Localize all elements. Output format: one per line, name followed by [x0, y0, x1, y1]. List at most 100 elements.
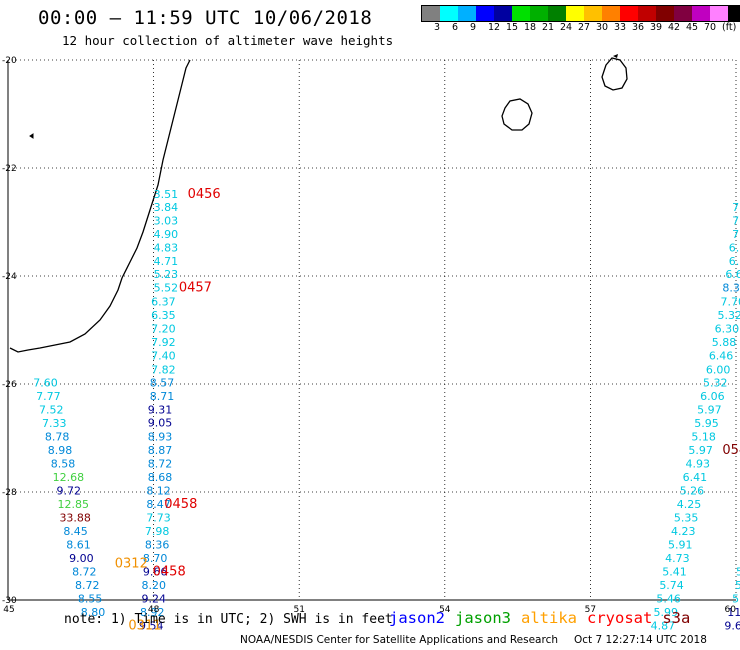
wave-height-value: 4.23	[671, 525, 696, 538]
wave-height-value: 5.97	[688, 444, 713, 457]
wave-height-value: 6.2	[729, 255, 740, 268]
wave-height-value: 6.00	[706, 363, 731, 376]
wave-height-value: 4.93	[686, 457, 711, 470]
x-tick-label: 48	[148, 605, 160, 615]
wave-height-value: 8.70	[143, 552, 168, 565]
color-scale-label: 27	[578, 22, 591, 33]
wave-height-value: 3.51	[154, 188, 179, 201]
wave-height-value: 5.	[735, 579, 740, 592]
map-subtitle: 12 hour collection of altimeter wave hei…	[62, 33, 394, 48]
wave-height-value: 8.68	[148, 471, 173, 484]
madagascar-coastline	[9, 59, 191, 353]
color-scale-label: 12	[488, 22, 501, 33]
wave-height-value: 8.55	[78, 592, 103, 605]
color-swatch	[584, 6, 602, 21]
wave-height-value: 8.72	[72, 565, 97, 578]
wave-height-labels: 3.513.843.034.904.834.715.235.526.376.35…	[33, 188, 740, 632]
color-scale-bar	[421, 5, 740, 22]
axis-tick-labels: 45 48 51 54 57 60 -20 -22 -24 -26 -28 -30	[2, 56, 736, 615]
wave-height-value: 3.84	[154, 201, 179, 214]
wave-height-value: 7.82	[151, 363, 176, 376]
x-tick-label: 51	[293, 605, 304, 615]
wave-height-value: 6.37	[151, 295, 176, 308]
wave-height-value: 7.52	[39, 403, 64, 416]
color-swatch	[476, 6, 494, 21]
wave-height-value: 9.54	[139, 619, 164, 632]
wave-height-value: 12.68	[53, 471, 85, 484]
mauritius-island	[601, 57, 628, 91]
wave-height-value: 5.23	[154, 268, 179, 281]
wave-height-value: 5.99	[653, 606, 678, 619]
color-scale-label: 15	[506, 22, 519, 33]
color-scale-label: (ft)	[722, 22, 737, 33]
x-tick-label: 54	[439, 605, 451, 615]
wave-height-value: 8.20	[141, 579, 166, 592]
y-tick-label: -28	[2, 488, 17, 498]
y-tick-label: -30	[2, 596, 17, 606]
wave-height-value: 5.32	[703, 376, 728, 389]
reunion-island	[501, 98, 533, 131]
wave-height-value: 7.70	[720, 295, 740, 308]
pass-time-label: 054	[722, 443, 740, 458]
y-tick-label: -22	[2, 164, 17, 174]
wave-height-value: 9.31	[148, 403, 173, 416]
wave-height-value: 6.46	[709, 349, 734, 362]
wave-height-value: 8.57	[150, 376, 175, 389]
pass-time-label: 0311	[128, 618, 161, 633]
wave-height-value: 8.12	[146, 484, 171, 497]
satellite-legend: jason2 jason3 altika cryosat s3a	[389, 609, 700, 627]
color-swatch	[458, 6, 476, 21]
wave-height-value: 5.95	[694, 417, 719, 430]
color-scale-label: 45	[686, 22, 699, 33]
color-swatch	[512, 6, 530, 21]
color-scale-label: 24	[560, 22, 573, 33]
pass-time-label: 0456	[188, 187, 221, 202]
wave-height-value: 8.47	[146, 498, 171, 511]
wave-height-value: 5.88	[712, 336, 737, 349]
wave-height-value: 5.46	[656, 592, 681, 605]
wave-height-value: 5.26	[680, 484, 705, 497]
wave-height-value: 4.71	[154, 255, 179, 268]
color-swatch	[422, 6, 440, 21]
satellite-legend-cryosat: cryosat	[587, 609, 653, 627]
wave-height-value: 7.	[732, 214, 740, 227]
credit-line: NOAA/NESDIS Center for Satellite Applica…	[240, 634, 723, 646]
wave-height-value: 7.92	[151, 336, 176, 349]
pass-time-label: 0457	[179, 280, 212, 295]
color-scale-label: 33	[614, 22, 627, 33]
color-scale-label: 36	[632, 22, 645, 33]
wave-height-value: 9.05	[148, 416, 173, 429]
footer-note: note: 1) Time is in UTC; 2) SWH is in fe…	[64, 612, 393, 627]
wave-height-value: 9.72	[57, 484, 82, 497]
y-tick-label: -20	[2, 56, 17, 66]
color-scale-labels: 3 6 9 12 15 18 21 24 27 30 33 36 39 42 45 70 (ft)	[421, 22, 740, 34]
color-swatch	[566, 6, 584, 21]
pass-time-label: 0312	[115, 556, 148, 571]
color-swatch	[638, 6, 656, 21]
x-tick-label: 45	[3, 605, 14, 615]
wave-height-value: 8.45	[63, 525, 88, 538]
wave-height-value: 6.41	[683, 471, 708, 484]
wave-height-value: 8.92	[140, 606, 165, 619]
wave-height-value: 5.41	[662, 565, 687, 578]
wave-height-value: 7.98	[145, 525, 170, 538]
wave-height-value: 8.93	[148, 430, 173, 443]
color-swatch	[728, 6, 740, 21]
color-swatch	[602, 6, 620, 21]
wave-height-value: 11.44	[727, 606, 740, 619]
color-scale-label: 39	[650, 22, 663, 33]
wave-height-value: 5.32	[718, 309, 740, 322]
small-island	[29, 133, 34, 139]
wave-height-value: 3.03	[154, 214, 179, 227]
wave-height-value: 9.63	[724, 619, 740, 632]
color-swatch	[548, 6, 566, 21]
lat-lon-grid	[7, 59, 737, 601]
pass-time-label: 0458	[164, 497, 197, 512]
wave-height-value: 8.80	[81, 606, 106, 619]
wave-height-value: 9.00	[69, 552, 94, 565]
color-swatch	[674, 6, 692, 21]
wave-height-value: 8.36	[145, 538, 170, 551]
color-scale-label: 30	[596, 22, 609, 33]
color-scale-label: 42	[668, 22, 681, 33]
